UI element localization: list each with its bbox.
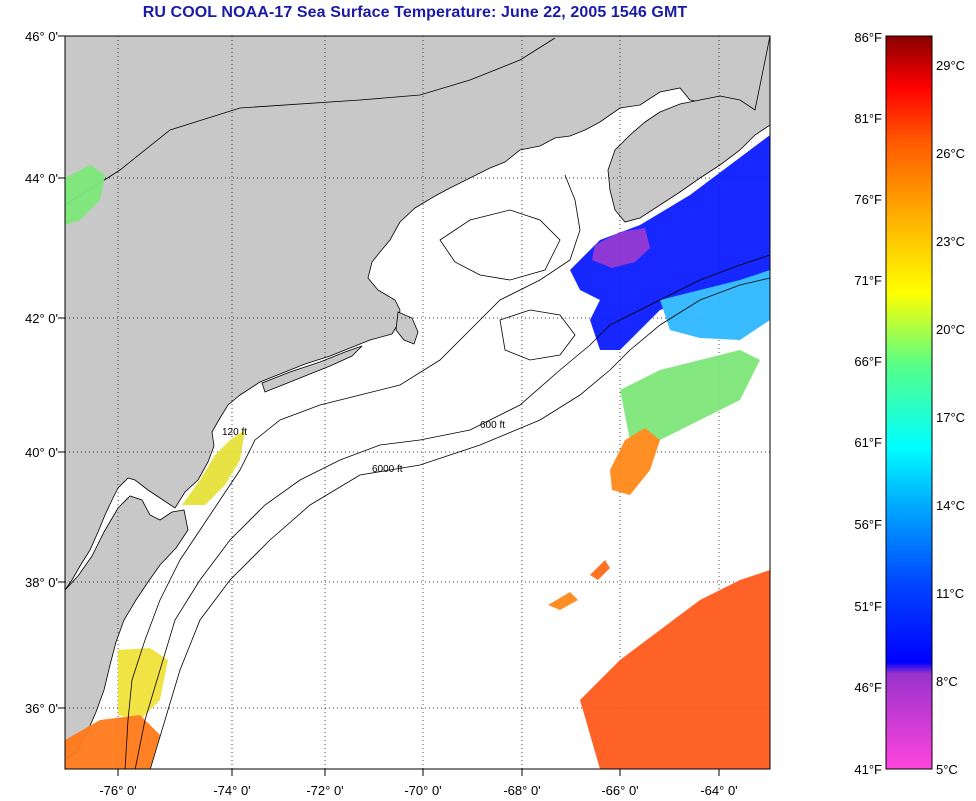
lon-label-68: -68° 0'	[503, 783, 541, 798]
gulf-of-maine-contour	[439, 209, 561, 281]
lat-label-36: 36° 0'	[25, 701, 58, 716]
colorbar-c-14: 14°C	[936, 498, 966, 513]
sst-orange-eddy	[610, 428, 660, 495]
colorbar-f-46: 46°F	[854, 680, 882, 695]
colorbar-c-5: 5°C	[936, 762, 958, 777]
lon-label-64: -64° 0'	[700, 783, 738, 798]
tick-marks	[58, 35, 720, 776]
colorbar-c-17: 17°C	[936, 410, 966, 425]
lon-label-66: -66° 0'	[601, 783, 639, 798]
sst-orange-nc	[65, 715, 160, 769]
sst-yellow-va	[118, 648, 168, 720]
lon-label-72: -72° 0'	[306, 783, 344, 798]
lat-label-46: 46° 0'	[25, 29, 58, 44]
colorbar-c-20: 20°C	[936, 322, 966, 337]
colorbar-c-29: 29°C	[936, 58, 966, 73]
land-long-island	[261, 345, 363, 393]
isobath-label-6000ft: 6000 ft	[372, 464, 403, 475]
isobath-label-120ft: 120 ft	[222, 427, 247, 438]
sst-purple-patch	[592, 228, 650, 268]
map-title: RU COOL NOAA-17 Sea Surface Temperature:…	[142, 4, 688, 21]
border-line	[65, 37, 556, 206]
lat-label-38: 38° 0'	[25, 575, 58, 590]
colorbar	[885, 35, 933, 770]
lat-label-44: 44° 0'	[25, 171, 58, 186]
lat-label-42: 42° 0'	[25, 311, 58, 326]
lon-label-74: -74° 0'	[213, 783, 251, 798]
colorbar-f-56: 56°F	[854, 517, 882, 532]
colorbar-f-51: 51°F	[854, 599, 882, 614]
sst-green-band	[620, 350, 760, 440]
land-north	[65, 36, 770, 591]
colorbar-c-11: 11°C	[936, 586, 965, 601]
colorbar-f-86: 86°F	[854, 30, 882, 45]
colorbar-f-71: 71°F	[854, 273, 882, 288]
colorbar-f-41: 41°F	[854, 762, 882, 777]
colorbar-c-23: 23°C	[936, 234, 966, 249]
sst-data	[65, 135, 770, 769]
colorbar-f-81: 81°F	[854, 111, 882, 126]
land-cape-cod	[395, 311, 419, 345]
lon-label-70: -70° 0'	[404, 783, 442, 798]
isobath-label-600ft: 600 ft	[480, 420, 505, 431]
isobath-120ft	[124, 174, 581, 769]
isobaths	[124, 174, 770, 769]
sst-yellow-nj	[182, 430, 245, 505]
colorbar-f-76: 76°F	[854, 192, 882, 207]
colorbar-c-8: 8°C	[936, 674, 958, 689]
colorbar-c-26: 26°C	[936, 146, 966, 161]
sst-green-ne	[65, 165, 105, 225]
isobath-6000ft	[149, 277, 770, 769]
graticule	[65, 36, 770, 769]
sst-orange-streak	[548, 592, 578, 610]
sst-orange-streak-2	[590, 560, 610, 580]
georges-bank-contour	[499, 309, 576, 361]
isobath-600ft	[134, 254, 770, 769]
map-frame	[64, 35, 771, 770]
lat-label-40: 40° 0'	[25, 445, 58, 460]
sst-cyan-patch	[660, 270, 770, 340]
sst-warm-south	[580, 570, 770, 769]
colorbar-f-66: 66°F	[854, 354, 882, 369]
land-nova-scotia	[607, 36, 770, 223]
lon-label-76: -76° 0'	[99, 783, 137, 798]
colorbar-f-61: 61°F	[854, 435, 882, 450]
